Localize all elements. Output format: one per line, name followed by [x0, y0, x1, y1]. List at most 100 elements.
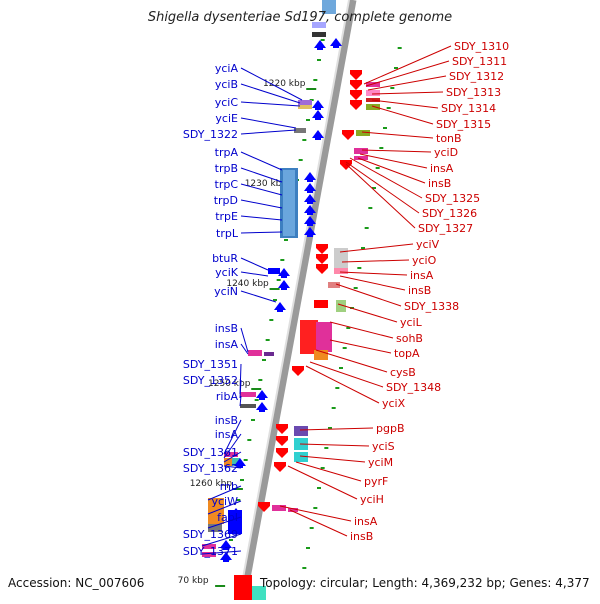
gene-label-left: SDY_1322 [183, 128, 238, 141]
forward-gene-arrow [256, 390, 268, 400]
gene-label-left: yciE [215, 112, 238, 125]
gene-label-left: SDY_1371 [183, 545, 238, 558]
gene-block [328, 282, 340, 288]
reverse-gene-arrow [274, 462, 286, 472]
forward-gene-arrow [304, 205, 316, 215]
gene-block [314, 350, 328, 360]
topology-text: Topology: circular; Length: 4,369,232 bp… [260, 576, 590, 590]
gene-block [202, 544, 216, 549]
gene-label-left: trpA [215, 146, 239, 159]
forward-gene-arrow [330, 38, 342, 48]
gene-label-left: fabI [217, 511, 238, 524]
ruler-label: 70 kbp [178, 576, 209, 586]
gene-label-right: SDY_1327 [418, 222, 473, 235]
forward-gene-arrow [230, 508, 242, 518]
gene-label-right: pgpB [376, 422, 405, 435]
gene-label-left: yciC [215, 96, 239, 109]
gene-label-right: SDY_1314 [441, 102, 496, 115]
gene-label-right: SDY_1313 [446, 86, 501, 99]
forward-gene-arrow [312, 110, 324, 120]
forward-gene-arrow [304, 216, 316, 226]
gene-label-right: insA [430, 162, 454, 175]
gene-label-right: SDY_1325 [425, 192, 480, 205]
forward-gene-arrow [304, 194, 316, 204]
gene-label-left: ribA [216, 390, 239, 403]
gene-label-right: insB [408, 284, 431, 297]
forward-gene-arrow [220, 540, 232, 550]
gene-block [294, 426, 308, 436]
gene-label-right: SDY_1310 [454, 40, 509, 53]
gene-block [334, 248, 348, 268]
gene-label-left: SDY_1352 [183, 374, 238, 387]
forward-gene-arrow [304, 227, 316, 237]
gene-block [314, 300, 328, 308]
gene-block [264, 352, 274, 356]
gene-label-left: insB [215, 322, 238, 335]
gene-block [366, 90, 380, 96]
gene-label-right: SDY_1311 [452, 55, 507, 68]
gene-label-left: insA [215, 338, 239, 351]
gene-label-left: SDY_1369 [183, 528, 238, 541]
gene-label-right: tonB [436, 132, 462, 145]
gene-label-left: yciN [214, 285, 238, 298]
forward-gene-arrow [274, 302, 286, 312]
gene-block [240, 392, 256, 397]
ruler-label: 1220 kbp [263, 79, 306, 89]
gene-label-right: yciX [382, 397, 406, 410]
gene-label-right: yciH [360, 493, 384, 506]
gene-label-left: yciW [212, 495, 239, 508]
gene-label-left: trpD [214, 194, 238, 207]
gene-label-right: insA [354, 515, 378, 528]
gene-label-right: pyrF [364, 475, 388, 488]
gene-block [234, 575, 252, 600]
gene-label-right: insB [428, 177, 451, 190]
forward-gene-arrow [220, 552, 232, 562]
reverse-gene-arrow [258, 502, 270, 512]
gene-label-right: SDY_1315 [436, 118, 491, 131]
gene-label-left: SDY_1351 [183, 358, 238, 371]
ruler-label: 1230 kbp [245, 179, 288, 189]
gene-block [298, 105, 312, 109]
reverse-gene-arrow [350, 90, 362, 100]
gene-label-right: yciL [400, 316, 423, 329]
map-title: Shigella dysenteriae Sd197, complete gen… [147, 10, 453, 25]
gene-block [202, 552, 216, 557]
accession-text: Accession: NC_007606 [8, 576, 145, 590]
reverse-gene-arrow [350, 100, 362, 110]
gene-block [283, 170, 295, 236]
gene-block [298, 100, 312, 105]
forward-gene-arrow [278, 280, 290, 290]
forward-gene-arrow [304, 183, 316, 193]
gene-label-right: yciD [434, 146, 458, 159]
gene-block [268, 268, 280, 274]
gene-block [252, 586, 266, 600]
gene-block [312, 22, 326, 28]
gene-block [312, 32, 326, 37]
gene-block [294, 128, 306, 133]
gene-block [208, 524, 222, 532]
gene-label-right: SDY_1338 [404, 300, 459, 313]
reverse-gene-arrow [276, 448, 288, 458]
reverse-gene-arrow [292, 366, 304, 376]
gene-block [240, 404, 256, 408]
forward-gene-arrow [234, 458, 246, 468]
gene-label-left: yciB [215, 78, 238, 91]
topA-block [300, 320, 318, 354]
gene-label-left: SDY_1361 [183, 446, 238, 459]
gene-block [354, 156, 368, 160]
gene-label-right: yciV [416, 238, 440, 251]
gene-block [334, 268, 348, 274]
gene-block [336, 300, 346, 312]
gene-block [224, 452, 238, 457]
forward-gene-arrow [312, 130, 324, 140]
gene-block [288, 508, 298, 512]
gene-label-left: yciA [215, 62, 239, 75]
reverse-gene-arrow [350, 80, 362, 90]
ruler-label: 1240 kbp [226, 279, 269, 289]
gene-label-right: topA [394, 347, 420, 360]
gene-block [322, 0, 336, 14]
gene-label-right: yciM [368, 456, 393, 469]
reverse-gene-arrow [350, 70, 362, 80]
gene-label-right: yciO [412, 254, 437, 267]
reverse-gene-arrow [316, 244, 328, 254]
